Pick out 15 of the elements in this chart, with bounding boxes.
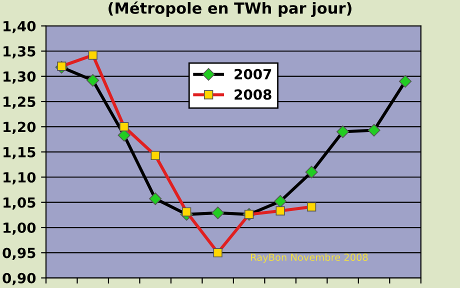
y-tick-label: 0,95 [2,248,36,260]
y-tick-label: 1,20 [4,122,36,134]
y-tick-label: 1,15 [4,147,36,160]
y-tick-label: 1,05 [4,197,36,210]
annotation: RayBon Novembre 2008 [251,253,368,263]
y-tick-label: 1,25 [4,96,36,109]
y-tick-label: 0,90 [2,272,36,286]
chart-title: (Métropole en TWh par jour) [108,1,352,17]
legend-label: 2008 [234,89,272,100]
y-tick-label: 1,30 [4,71,36,84]
y-tick-label: 1,35 [4,46,36,58]
legend-label: 2007 [234,68,272,80]
y-tick-label: 1,10 [4,172,36,184]
y-tick-label: 1,40 [4,20,36,34]
y-tick-label: 1,00 [4,222,36,235]
